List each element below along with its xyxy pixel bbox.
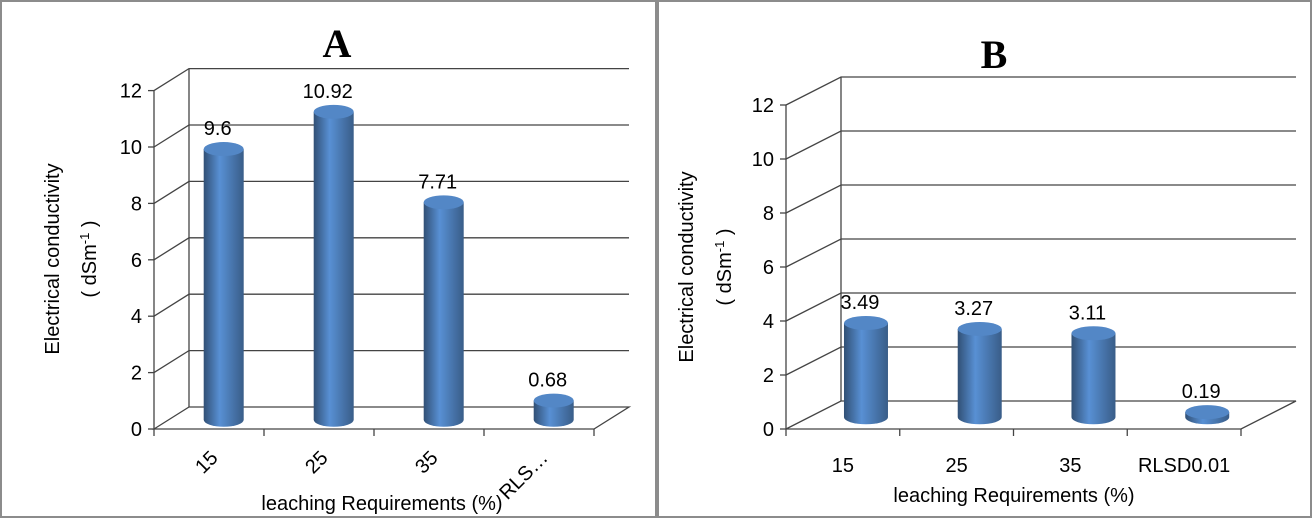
data-label: 7.71: [418, 171, 457, 193]
y-tick-label: 4: [763, 311, 774, 333]
y-tick-label: 10: [120, 137, 142, 159]
y-axis-unit-suffix: ): [714, 228, 736, 240]
bar: [203, 142, 244, 427]
y-axis-unit: ( dSm-1 ): [77, 220, 102, 297]
y-axis-unit-superscript: -1: [77, 233, 92, 245]
x-axis-title: leaching Requirements (%): [893, 485, 1134, 507]
bar-body: [423, 202, 464, 427]
bar: [313, 104, 354, 427]
y-axis-unit-superscript: -1: [712, 241, 727, 253]
y-axis-unit: ( dSm-1 ): [712, 228, 737, 305]
data-label: 10.92: [303, 81, 353, 103]
data-label: 0.68: [528, 370, 567, 392]
bar-top: [533, 393, 574, 408]
y-axis-unit-suffix: ): [79, 220, 101, 232]
data-label: 0.19: [1182, 381, 1221, 403]
x-category-label: 25: [946, 455, 968, 477]
bar-body: [313, 111, 354, 427]
y-tick-label: 0: [763, 419, 774, 441]
y-tick-label: 10: [752, 149, 774, 171]
gridline: [785, 130, 1296, 160]
chart-floor: [151, 406, 632, 430]
x-category-label: 25: [301, 447, 332, 478]
x-category-label: RLS…: [495, 447, 552, 504]
chart-title: A: [323, 21, 352, 66]
y-tick-label: 8: [763, 203, 774, 225]
y-axis-title: Electrical conductivity: [42, 163, 64, 354]
bar: [957, 321, 1002, 425]
bar: [423, 195, 464, 427]
bar: [843, 316, 888, 425]
chart-b-svg: 0 2 4 6 8 10 12 3.49 15 3.27 25 3.11 35 0.19 RLSD0.01 B…: [676, 32, 1297, 507]
y-tick-label: 6: [131, 250, 142, 272]
x-category-label: 15: [832, 455, 854, 477]
y-tick-label: 2: [131, 363, 142, 385]
data-label: 9.6: [204, 118, 232, 140]
x-category-label: RLSD0.01: [1138, 455, 1230, 477]
x-category-label: 15: [191, 447, 222, 478]
y-axis-unit-prefix: ( dSm: [714, 252, 736, 305]
x-category-label: 35: [411, 447, 442, 478]
data-label: 3.11: [1069, 302, 1106, 324]
chart-title: B: [981, 32, 1008, 77]
y-tick-label: 12: [120, 81, 142, 103]
bar-body: [843, 323, 888, 425]
y-axis-title: Electrical conductivity: [676, 171, 698, 362]
y-tick-label: 12: [752, 95, 774, 117]
chart-a-svg: 0 2 4 6 8 10 12 9.6 15 10.92 25 7.71 35 0.68 RLS… A Elec…: [42, 21, 632, 515]
bar-top: [1071, 326, 1116, 341]
y-tick-label: 0: [131, 419, 142, 441]
y-tick-label: 2: [763, 365, 774, 387]
data-label: 3.27: [954, 298, 993, 320]
chart-floor: [785, 400, 1297, 430]
gridline: [785, 238, 1296, 268]
bar: [1185, 405, 1230, 425]
bar-top: [843, 316, 888, 331]
chart-panel-b: 0 2 4 6 8 10 12 3.49 15 3.27 25 3.11 35 0.19 RLSD0.01 B…: [657, 0, 1312, 518]
bar-top: [957, 321, 1002, 336]
y-tick-label: 4: [131, 306, 142, 328]
bar: [1071, 326, 1116, 425]
bar-body: [1071, 333, 1116, 425]
bar-body: [203, 149, 244, 427]
bar-body: [957, 328, 1002, 425]
y-axis-unit-prefix: ( dSm: [79, 244, 101, 297]
y-tick-label: 6: [763, 257, 774, 279]
gridline: [785, 76, 1296, 106]
data-label: 3.49: [841, 292, 880, 314]
bar-top: [203, 142, 244, 157]
bar-top: [1185, 405, 1230, 420]
x-axis-title: leaching Requirements (%): [261, 493, 502, 515]
bar-body: [533, 400, 574, 427]
bar-top: [423, 195, 464, 210]
bar: [533, 393, 574, 427]
chart-panel-a: 0 2 4 6 8 10 12 9.6 15 10.92 25 7.71 35 0.68 RLS… A Elec…: [0, 0, 657, 518]
bar-top: [313, 104, 354, 119]
gridline: [785, 184, 1296, 214]
gridline: [153, 67, 629, 92]
x-category-label: 35: [1059, 455, 1081, 477]
y-tick-label: 8: [131, 193, 142, 215]
